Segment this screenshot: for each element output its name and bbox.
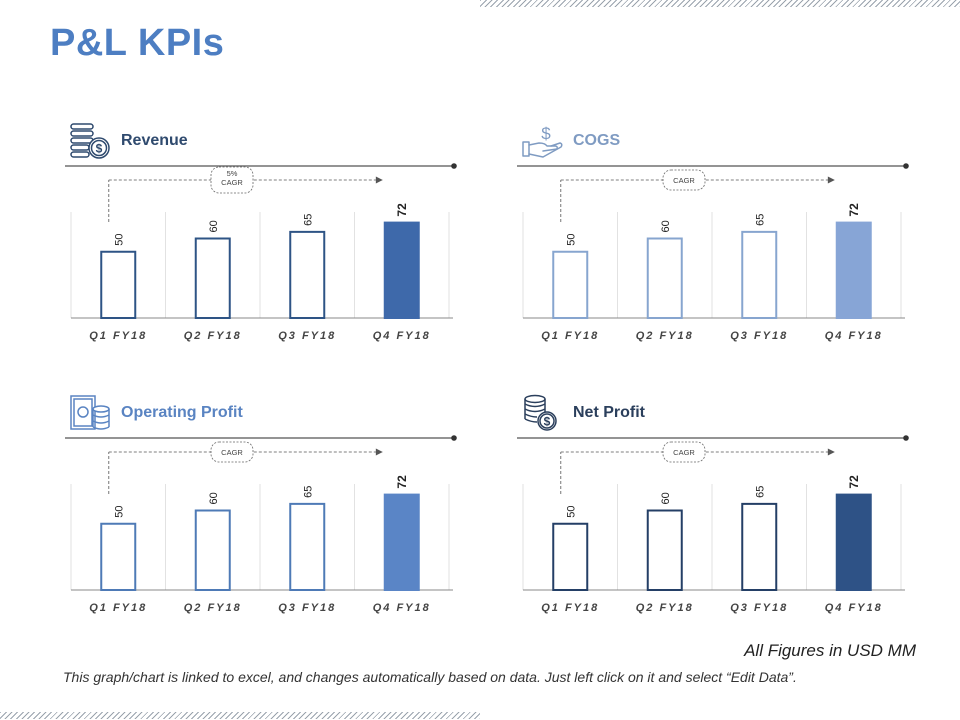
category-label: Q2 FY18: [184, 602, 242, 614]
bar: [646, 237, 683, 319]
category-label: Q4 FY18: [825, 602, 883, 614]
cagr-badge: [210, 441, 254, 463]
bar: [289, 502, 326, 591]
cagr-arrow-head: [375, 176, 383, 184]
category-label: Q3 FY18: [278, 330, 336, 342]
header-rule-dot: [903, 435, 909, 441]
hand-dollar-icon: $: [522, 124, 563, 158]
bar: [741, 502, 778, 591]
decorative-hatch-bottom: [0, 712, 480, 719]
operating-profit-panel: Operating Profit CAGR 50 Q1 FY18 60 Q2 FY18 6…: [63, 390, 463, 620]
bar: [835, 493, 872, 591]
category-label: Q4 FY18: [373, 602, 431, 614]
category-label: Q3 FY18: [278, 602, 336, 614]
operating-profit-bar-chart[interactable]: CAGR 50 Q1 FY18 60 Q2 FY18 65 Q3 FY18 72 Q4 FY18: [63, 428, 463, 620]
revenue-bar-chart[interactable]: 5%CAGR 50 Q1 FY18 60 Q2 FY18 65 Q3 FY18 72 Q4 FY…: [63, 156, 463, 348]
cagr-badge: [662, 169, 706, 191]
cagr-badge: [662, 441, 706, 463]
data-label: 72: [847, 475, 861, 489]
bar: [289, 230, 326, 319]
header-rule-dot: [451, 163, 457, 169]
cagr-arrow-head: [827, 448, 835, 456]
category-label: Q4 FY18: [373, 330, 431, 342]
category-label: Q2 FY18: [184, 330, 242, 342]
cagr-badge: [210, 166, 254, 194]
coin-stack-dollar-icon: $: [524, 394, 557, 431]
cagr-label: CAGR: [221, 448, 243, 457]
cogs-bar-chart[interactable]: CAGR 50 Q1 FY18 60 Q2 FY18 65 Q3 FY18 72 Q4 FY18: [515, 156, 915, 348]
data-label: 50: [565, 506, 577, 518]
bar: [100, 522, 137, 591]
header-rule-dot: [451, 435, 457, 441]
bar: [646, 509, 683, 591]
operating-profit-title: Operating Profit: [121, 404, 243, 421]
net-profit-title: Net Profit: [573, 404, 645, 421]
bar: [383, 493, 420, 591]
svg-text:$: $: [96, 142, 103, 156]
bar: [194, 237, 231, 319]
category-label: Q1 FY18: [541, 602, 599, 614]
data-label: 65: [302, 486, 314, 498]
data-label: 72: [395, 475, 409, 489]
cagr-arrow-head: [827, 176, 835, 184]
data-label: 60: [208, 492, 220, 504]
bar: [552, 250, 589, 319]
page-title: P&L KPIs: [50, 22, 225, 64]
category-label: Q1 FY18: [89, 602, 147, 614]
cogs-title: COGS: [573, 132, 621, 149]
net-profit-panel: $ Net Profit CAGR 50 Q1 FY18 60 Q2 FY18 65 Q3 …: [515, 390, 915, 620]
bar: [835, 221, 872, 319]
data-label: 60: [208, 220, 220, 232]
data-label: 50: [113, 234, 125, 246]
revenue-title: Revenue: [121, 132, 188, 149]
decorative-hatch-top: [480, 0, 960, 7]
cogs-panel: $ COGS CAGR 50 Q1 FY18 60 Q2 FY18 65 Q3 FY18 72…: [515, 118, 915, 348]
category-label: Q3 FY18: [730, 330, 788, 342]
cagr-arrow-head: [375, 448, 383, 456]
data-label: 60: [660, 220, 672, 232]
svg-text:$: $: [544, 415, 551, 429]
data-label: 50: [113, 506, 125, 518]
cagr-label: CAGR: [221, 178, 243, 187]
units-footnote: All Figures in USD MM: [744, 641, 916, 660]
category-label: Q2 FY18: [636, 602, 694, 614]
svg-text:$: $: [541, 124, 551, 143]
money-stack-icon: $: [70, 123, 110, 159]
category-label: Q2 FY18: [636, 330, 694, 342]
category-label: Q1 FY18: [89, 330, 147, 342]
net-profit-bar-chart[interactable]: CAGR 50 Q1 FY18 60 Q2 FY18 65 Q3 FY18 72 Q4 FY18: [515, 428, 915, 620]
data-label: 65: [754, 486, 766, 498]
category-label: Q1 FY18: [541, 330, 599, 342]
data-label: 65: [302, 214, 314, 226]
excel-note: This graph/chart is linked to excel, and…: [63, 669, 797, 685]
bar: [741, 230, 778, 319]
cagr-label: CAGR: [673, 176, 695, 185]
bar: [194, 509, 231, 591]
header-rule-dot: [903, 163, 909, 169]
data-label: 60: [660, 492, 672, 504]
cash-coins-icon: [70, 395, 110, 430]
data-label: 72: [395, 203, 409, 217]
data-label: 72: [847, 203, 861, 217]
bar: [552, 522, 589, 591]
bar: [383, 221, 420, 319]
data-label: 65: [754, 214, 766, 226]
category-label: Q3 FY18: [730, 602, 788, 614]
bar: [100, 250, 137, 319]
revenue-panel: $ Revenue 5% CAGR 50 Q1 FY18 60 Q2 FY18 65 Q3 F…: [63, 118, 463, 348]
cagr-label: CAGR: [673, 448, 695, 457]
category-label: Q4 FY18: [825, 330, 883, 342]
cagr-label: 5%: [227, 169, 238, 178]
data-label: 50: [565, 234, 577, 246]
